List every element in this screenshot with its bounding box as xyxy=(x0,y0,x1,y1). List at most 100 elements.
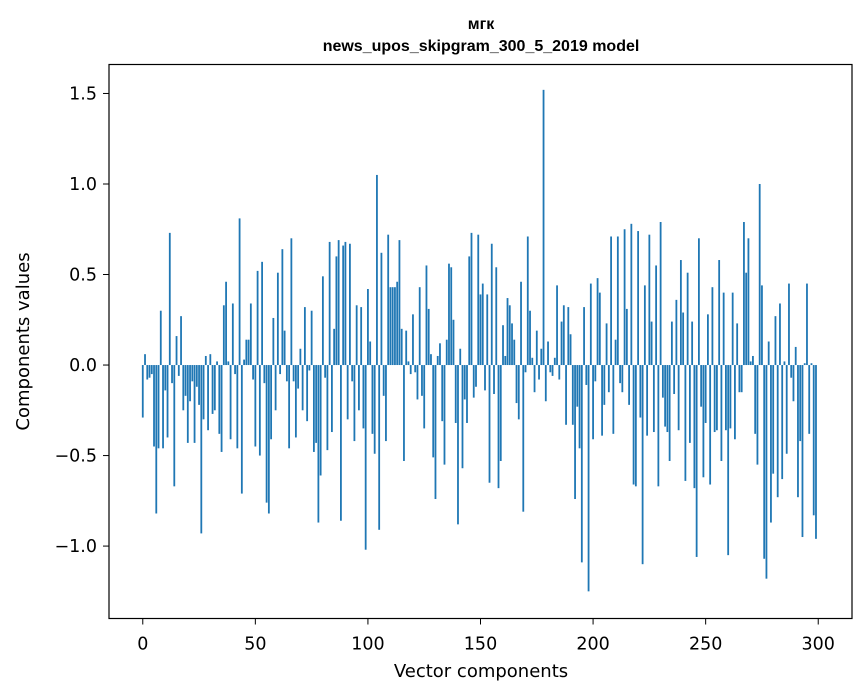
bar-component-256 xyxy=(718,260,721,366)
bar-component-207 xyxy=(607,365,610,393)
bar-component-21 xyxy=(189,365,191,402)
bar-component-193 xyxy=(576,365,579,407)
bar-component-183 xyxy=(553,357,556,366)
bar-component-57 xyxy=(270,365,273,440)
bar-component-247 xyxy=(698,238,700,366)
bar-component-213 xyxy=(621,365,624,393)
bar-component-84 xyxy=(331,365,333,433)
bar-component-277 xyxy=(765,365,768,579)
y-tick-label: 1.0 xyxy=(69,175,97,195)
bar-component-120 xyxy=(412,314,414,366)
bar-component-22 xyxy=(191,365,194,382)
bar-component-289 xyxy=(792,365,795,402)
bar-component-281 xyxy=(774,316,777,366)
bar-component-290 xyxy=(794,346,797,366)
bar-component-25 xyxy=(198,365,200,405)
x-axis-ticks: 0 50 100 150 200 250 300 xyxy=(137,618,835,655)
bar-component-176 xyxy=(538,365,540,380)
bar-component-236 xyxy=(673,365,676,395)
x-axis-label: Vector components xyxy=(394,661,568,682)
bar-component-136 xyxy=(448,263,450,366)
bar-component-81 xyxy=(324,365,327,378)
bar-component-269 xyxy=(747,238,750,366)
y-axis-label: Components values xyxy=(13,252,34,430)
bar-component-147 xyxy=(472,365,475,398)
bar-component-222 xyxy=(641,365,644,565)
bar-component-255 xyxy=(716,365,718,431)
bar-component-14 xyxy=(173,365,176,487)
bar-component-49 xyxy=(252,365,254,380)
bar-component-191 xyxy=(571,365,574,425)
bar-component-245 xyxy=(693,365,696,489)
bar-component-239 xyxy=(679,260,682,366)
bar-component-294 xyxy=(803,363,806,366)
bar-component-187 xyxy=(562,305,565,366)
bar-component-5 xyxy=(153,365,155,447)
bar-component-217 xyxy=(630,223,633,366)
bar-component-72 xyxy=(303,307,306,366)
bar-component-178 xyxy=(542,89,545,366)
bar-component-123 xyxy=(418,287,421,366)
bar-component-46 xyxy=(245,339,248,366)
bar-component-286 xyxy=(785,365,788,454)
bar-component-262 xyxy=(731,292,734,366)
bar-component-55 xyxy=(265,365,268,503)
bar-component-31 xyxy=(211,365,214,414)
bar-component-10 xyxy=(164,365,167,391)
bar-component-20 xyxy=(186,365,189,443)
bar-component-206 xyxy=(605,323,608,366)
bar-component-254 xyxy=(713,365,716,433)
bar-component-241 xyxy=(684,365,687,481)
bar-component-13 xyxy=(171,365,173,384)
bar-component-130 xyxy=(434,365,437,500)
bar-component-163 xyxy=(508,305,511,366)
bar-component-168 xyxy=(520,281,522,366)
bar-component-45 xyxy=(243,359,245,366)
bar-component-100 xyxy=(367,289,369,366)
bar-component-159 xyxy=(499,365,502,461)
bar-component-179 xyxy=(544,365,547,402)
bar-component-135 xyxy=(445,339,448,366)
bar-component-161 xyxy=(504,355,507,366)
bar-component-297 xyxy=(810,363,813,366)
bar-component-51 xyxy=(256,270,259,366)
bar-component-268 xyxy=(745,272,748,366)
bar-component-134 xyxy=(443,365,446,465)
bar-component-38 xyxy=(227,361,230,366)
bar-component-50 xyxy=(254,365,257,447)
bar-component-273 xyxy=(756,365,759,465)
bar-component-216 xyxy=(628,365,630,405)
bar-component-58 xyxy=(272,317,275,366)
bar-component-201 xyxy=(594,365,597,382)
bar-component-151 xyxy=(481,283,484,366)
bar-component-164 xyxy=(511,323,513,366)
bar-component-90 xyxy=(344,241,347,366)
bar-component-204 xyxy=(601,365,603,436)
bar-component-98 xyxy=(362,365,365,429)
bar-component-210 xyxy=(614,339,617,366)
bar-component-118 xyxy=(407,361,410,366)
bar-component-235 xyxy=(670,321,673,366)
bar-component-125 xyxy=(423,365,426,429)
x-tick-label: 150 xyxy=(464,635,497,655)
bar-component-11 xyxy=(166,365,169,438)
bar-component-279 xyxy=(770,365,772,523)
bar-component-185 xyxy=(558,365,561,380)
bar-component-156 xyxy=(493,365,495,395)
bar-component-218 xyxy=(632,365,635,485)
bar-component-34 xyxy=(218,365,221,434)
bar-component-143 xyxy=(463,365,466,400)
bar-component-52 xyxy=(258,365,261,456)
bar-component-248 xyxy=(700,365,703,407)
bar-component-299 xyxy=(815,365,817,539)
bar-component-238 xyxy=(677,365,680,431)
bar-component-224 xyxy=(646,365,649,436)
bar-component-152 xyxy=(484,365,486,391)
bars-group xyxy=(141,89,817,592)
bar-component-230 xyxy=(659,222,662,366)
bar-component-186 xyxy=(560,321,563,366)
bar-component-2 xyxy=(146,365,149,380)
